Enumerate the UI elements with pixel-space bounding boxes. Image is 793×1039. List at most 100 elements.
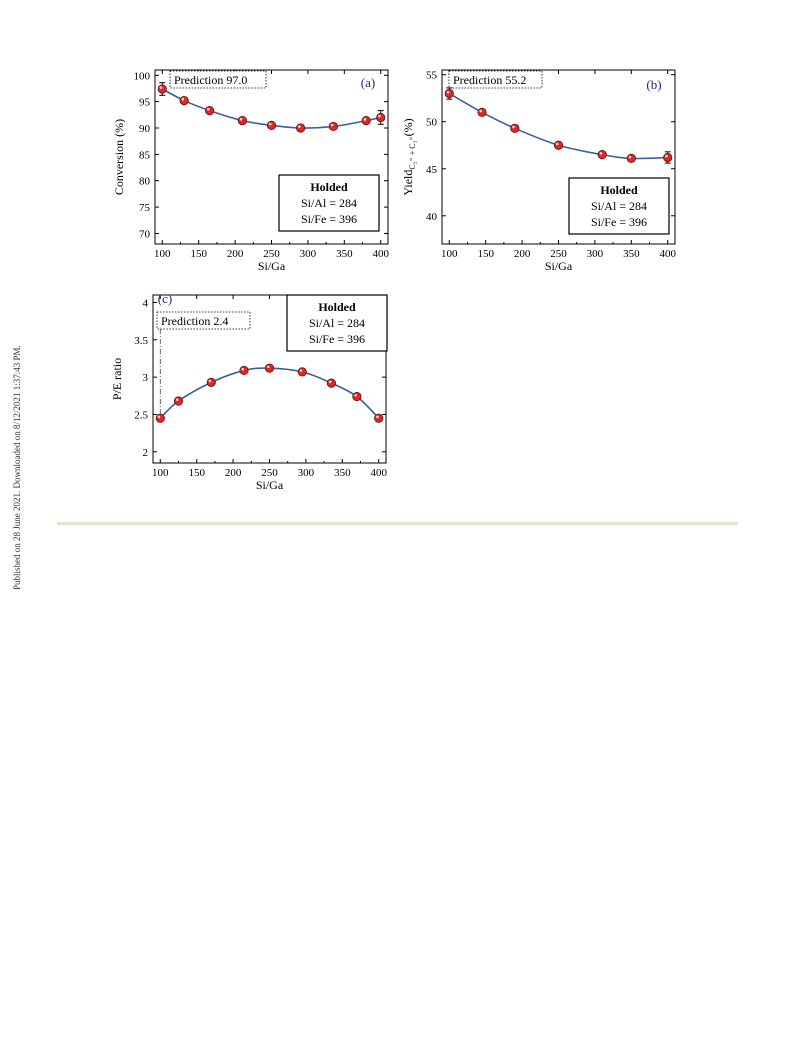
data-point-highlight: [479, 109, 483, 113]
data-point: [206, 377, 216, 387]
data-point: [328, 121, 338, 132]
holded-line: Si/Fe = 396: [301, 212, 357, 226]
y-axis-title: Conversion (%): [112, 119, 126, 195]
data-point-highlight: [628, 155, 632, 159]
holded-line: Si/Al = 284: [309, 316, 365, 330]
y-tick-label: 85: [139, 149, 151, 161]
y-tick-label: 95: [139, 97, 151, 109]
prediction-box: [156, 311, 251, 330]
data-point-highlight: [555, 142, 559, 146]
holded-info-box: [286, 294, 388, 352]
prediction-text: Prediction 55.2: [453, 73, 526, 87]
data-point-highlight: [446, 90, 450, 94]
data-point: [266, 120, 277, 130]
data-point: [597, 150, 607, 160]
holded-line: Si/Al = 284: [591, 199, 647, 213]
data-point-highlight: [181, 97, 185, 101]
page-divider: [57, 522, 738, 525]
x-tick-label: 350: [334, 467, 351, 479]
data-point: [296, 123, 306, 133]
data-point-highlight: [266, 365, 270, 369]
data-point-highlight: [208, 379, 212, 383]
data-point: [663, 152, 673, 163]
y-tick-label: 2.5: [134, 409, 148, 421]
data-point-highlight: [239, 118, 243, 121]
chart-panel-a: 100 150 200 250 300 350 400 70 75 80 85 90 95 100 Si/G…: [112, 69, 389, 273]
x-tick-label: 100: [154, 248, 171, 260]
x-tick-label: 400: [370, 467, 387, 479]
data-point: [510, 123, 520, 133]
data-point-highlight: [378, 114, 381, 118]
data-point: [352, 391, 362, 402]
x-tick-label: 250: [263, 248, 280, 260]
panel-label: (a): [361, 75, 375, 90]
x-tick-label: 250: [550, 248, 567, 260]
panel-label: (b): [646, 77, 661, 92]
data-point: [326, 378, 336, 388]
x-tick-label: 150: [477, 248, 494, 260]
prediction-text: Prediction 97.0: [174, 73, 247, 87]
x-tick-label: 100: [152, 467, 169, 479]
y-tick-label: 75: [139, 202, 151, 214]
x-tick-label: 200: [225, 467, 242, 479]
data-point-highlight: [363, 118, 367, 121]
data-point: [205, 105, 215, 116]
y-tick-label: 50: [426, 117, 438, 129]
x-tick-label: 200: [227, 248, 244, 260]
series-line: [159, 367, 380, 419]
y-tick-label: 70: [139, 228, 151, 240]
data-point-highlight: [665, 154, 668, 158]
y-tick-label: 4: [143, 297, 149, 309]
data-point-highlight: [299, 369, 303, 372]
x-tick-label: 350: [336, 248, 353, 260]
y-tick-label: 55: [426, 70, 438, 82]
x-tick-label: 100: [441, 248, 458, 260]
x-tick-label: 300: [298, 467, 315, 479]
y-tick-label: 100: [134, 70, 151, 82]
data-point: [477, 107, 487, 117]
holded-line: Si/Fe = 396: [309, 332, 365, 346]
data-point: [374, 413, 384, 423]
x-tick-label: 200: [514, 248, 531, 260]
data-point: [237, 116, 247, 126]
data-point: [376, 112, 386, 123]
data-point: [553, 140, 564, 150]
data-point-highlight: [376, 415, 379, 419]
data-point: [173, 396, 184, 406]
data-point-highlight: [175, 398, 179, 402]
y-tick-label: 45: [426, 164, 438, 176]
data-point-highlight: [599, 152, 603, 155]
data-point: [264, 363, 275, 373]
data-point-highlight: [512, 125, 515, 129]
holded-info-box: [278, 174, 380, 232]
y-tick-label: 3: [143, 372, 149, 384]
panel-label: (c): [158, 291, 172, 306]
data-point: [179, 95, 189, 106]
y-tick-label: 2: [143, 447, 149, 459]
x-tick-label: 400: [372, 248, 389, 260]
holded-line: Si/Al = 284: [301, 196, 357, 210]
data-point: [297, 367, 307, 377]
published-note: Published on 28 June 2021. Downloaded on…: [12, 345, 22, 590]
y-tick-label: 40: [426, 211, 438, 223]
y-axis-title: P/E ratio: [110, 358, 124, 400]
x-axis-title: Si/Ga: [258, 259, 286, 273]
chart-panel-b: 100 150 200 250 300 350 400 40 45 50 55 Si/Ga YieldC…: [401, 69, 676, 273]
y-axis-title-main: Yield: [401, 170, 415, 196]
y-axis-title-sub: C₂⁼ + C₃⁼: [408, 136, 417, 169]
data-point-highlight: [241, 367, 245, 371]
y-tick-label: 90: [139, 123, 151, 135]
data-point-highlight: [207, 108, 210, 111]
data-point: [155, 413, 165, 423]
x-tick-label: 250: [261, 467, 278, 479]
data-point-highlight: [328, 380, 332, 384]
x-axis-title: Si/Ga: [545, 259, 573, 273]
prediction-box: [169, 70, 267, 89]
y-tick-label: 80: [139, 176, 151, 188]
data-point-highlight: [159, 86, 163, 89]
holded-title: Holded: [318, 300, 356, 314]
data-point-highlight: [268, 122, 272, 126]
chart-panel-c: 100 150 200 250 300 350 400 2 2.5 3 3.5 4 Si/Ga P/E r…: [110, 291, 388, 492]
data-point: [444, 88, 454, 99]
y-tick-label: 3.5: [134, 335, 148, 347]
